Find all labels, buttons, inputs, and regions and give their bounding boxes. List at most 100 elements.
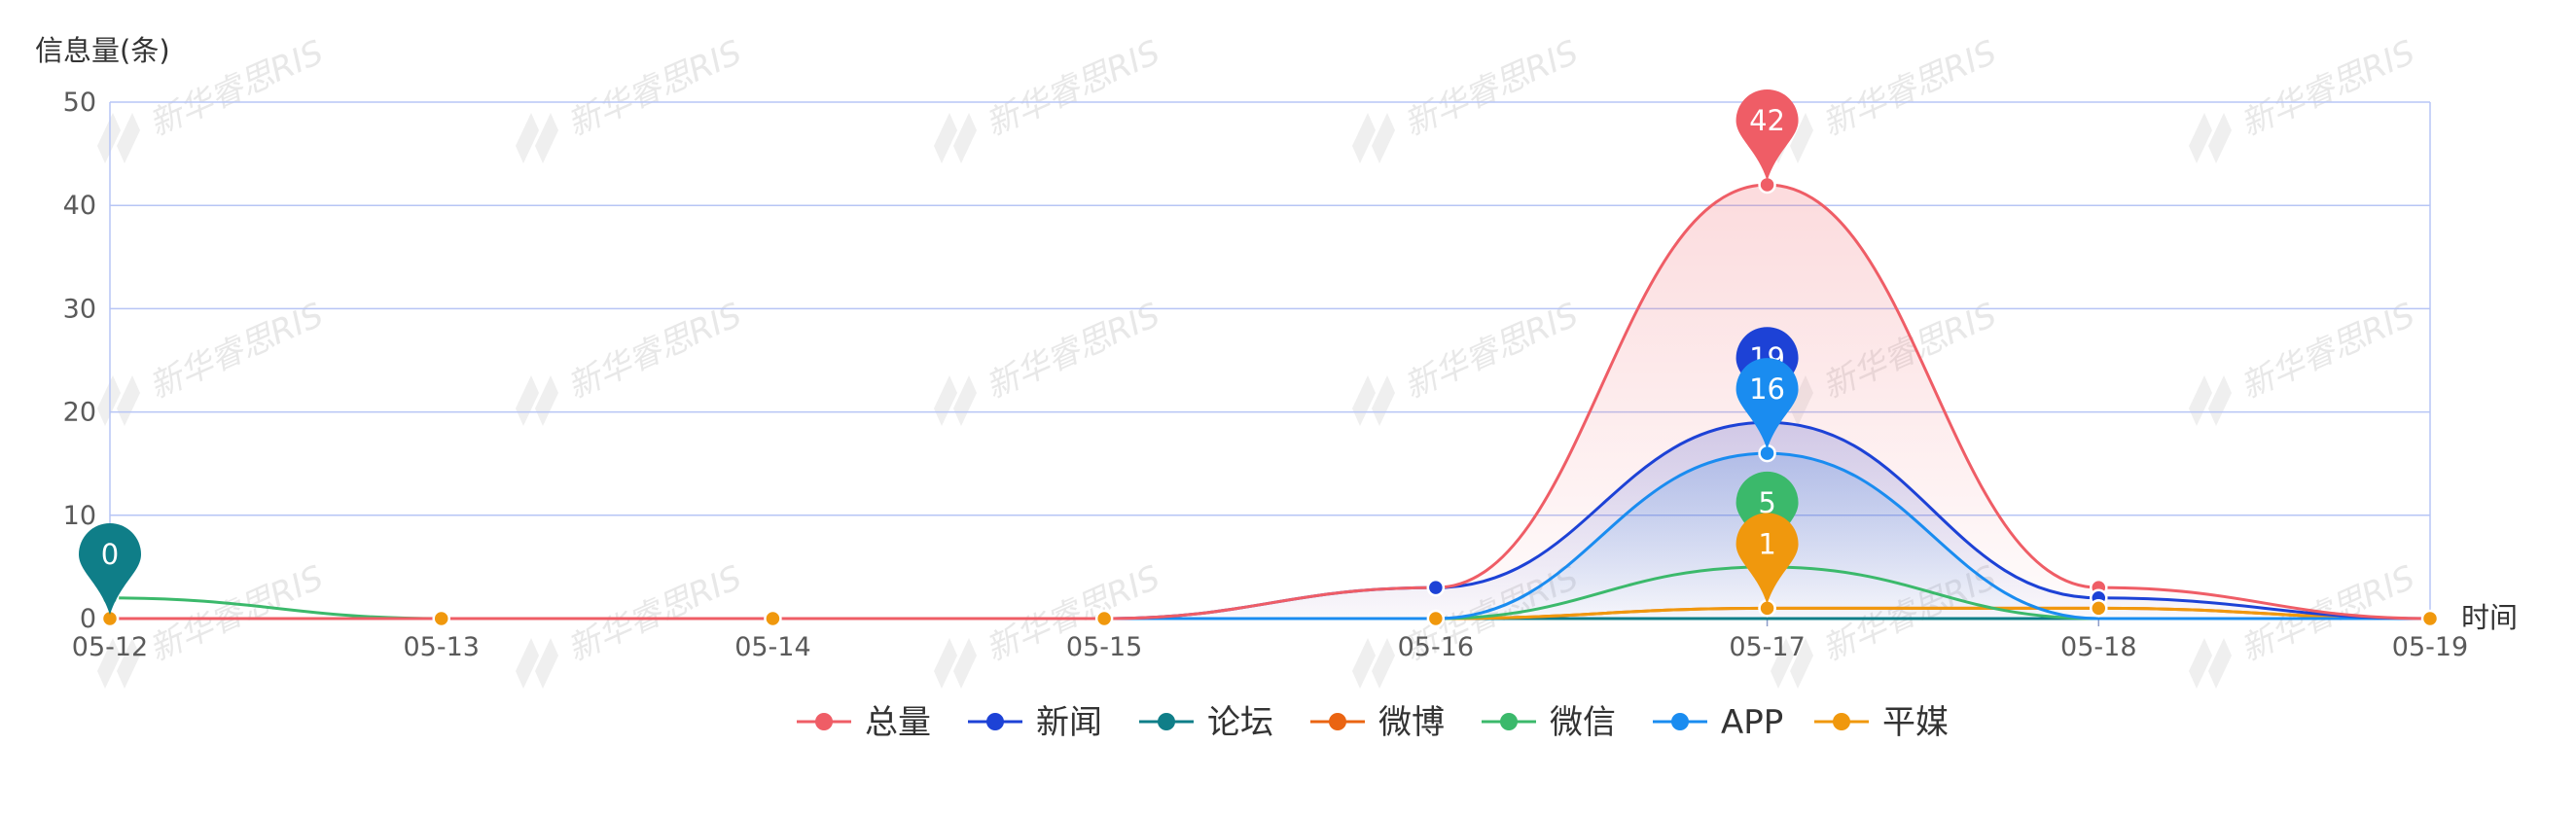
- x-tick-label: 05-17: [1729, 632, 1805, 662]
- legend-item[interactable]: 总量: [797, 703, 931, 742]
- watermark: 新华睿思RIS: [516, 33, 747, 163]
- watermark-text: 新华睿思RIS: [143, 558, 329, 669]
- max-pin-label: 1: [1758, 527, 1775, 560]
- max-pin-label: 42: [1749, 104, 1785, 137]
- area-layer: [110, 184, 2430, 619]
- x-tick-label: 05-19: [2392, 632, 2468, 662]
- max-pin: 1: [1735, 513, 1799, 605]
- data-point[interactable]: [1094, 609, 1114, 628]
- watermark: 新华睿思RIS: [2189, 33, 2420, 163]
- watermark-logo-icon: [934, 375, 977, 426]
- watermark: 新华睿思RIS: [2189, 558, 2420, 689]
- max-pin: 42: [1735, 89, 1799, 181]
- legend: 总量 新闻 论坛 微博 微信 APP 平媒: [797, 703, 1949, 742]
- legend-marker: [815, 713, 833, 730]
- legend-marker: [1158, 713, 1175, 730]
- watermark-text: 新华睿思RIS: [1398, 33, 1584, 144]
- watermark: 新华睿思RIS: [1352, 33, 1584, 163]
- data-point[interactable]: [1426, 609, 1446, 628]
- watermark: 新华睿思RIS: [516, 558, 747, 689]
- y-tick-label: 10: [63, 501, 96, 531]
- legend-label: 微信: [1550, 703, 1616, 742]
- watermark-logo-icon: [97, 638, 140, 689]
- max-pin-shape: [1735, 358, 1799, 450]
- max-pin: 0: [79, 523, 141, 615]
- data-point[interactable]: [2090, 599, 2108, 618]
- watermark-text: 新华睿思RIS: [2235, 296, 2420, 407]
- legend-item[interactable]: 平媒: [1814, 703, 1949, 742]
- watermark: 新华睿思RIS: [97, 558, 329, 689]
- watermark-text: 新华睿思RIS: [2235, 33, 2420, 144]
- point-layer: [100, 175, 2440, 628]
- y-tick-label: 20: [63, 398, 96, 428]
- watermark-text: 新华睿思RIS: [143, 296, 329, 407]
- watermark-text: 新华睿思RIS: [980, 296, 1165, 407]
- max-pin-label: 0: [101, 538, 119, 571]
- watermark: 新华睿思RIS: [97, 296, 329, 426]
- watermark-logo-icon: [516, 113, 558, 163]
- watermark-logo-icon: [1352, 113, 1395, 163]
- x-tick-label: 05-16: [1398, 632, 1474, 662]
- watermark-text: 新华睿思RIS: [561, 296, 747, 407]
- x-tick-label: 05-12: [72, 632, 148, 662]
- x-axis-title: 时间: [2461, 601, 2518, 634]
- legend-label: APP: [1721, 703, 1783, 742]
- x-tick-label: 05-13: [403, 632, 479, 662]
- data-point[interactable]: [1426, 578, 1446, 597]
- watermark-logo-icon: [934, 638, 977, 689]
- y-tick-label: 40: [63, 191, 96, 221]
- data-point[interactable]: [432, 609, 450, 628]
- max-pin-shape: [1735, 89, 1799, 181]
- legend-label: 新闻: [1036, 703, 1102, 742]
- max-pin-label: 16: [1749, 373, 1785, 406]
- watermark: 新华睿思RIS: [934, 296, 1165, 426]
- legend-marker: [1671, 713, 1689, 730]
- watermark-text: 新华睿思RIS: [1398, 296, 1584, 407]
- x-tick-label: 05-18: [2060, 632, 2136, 662]
- max-pin: 16: [1735, 358, 1799, 450]
- watermark-logo-icon: [2189, 375, 2232, 426]
- watermark: 新华睿思RIS: [516, 296, 747, 426]
- watermark-logo-icon: [2189, 113, 2232, 163]
- legend-item[interactable]: 微信: [1482, 703, 1616, 742]
- legend-marker: [1329, 713, 1346, 730]
- watermark-text: 新华睿思RIS: [143, 33, 329, 144]
- legend-label: 论坛: [1207, 703, 1273, 742]
- legend-item[interactable]: 微博: [1310, 703, 1445, 742]
- legend-item[interactable]: 论坛: [1139, 703, 1273, 742]
- y-tick-label: 0: [80, 604, 96, 634]
- watermark-logo-icon: [97, 113, 140, 163]
- max-pin-shape: [79, 523, 141, 615]
- data-point[interactable]: [2420, 609, 2440, 628]
- watermark-logo-icon: [2189, 638, 2232, 689]
- legend-marker: [986, 713, 1004, 730]
- watermark-logo-icon: [1352, 375, 1395, 426]
- legend-label: 总量: [865, 703, 931, 742]
- watermark: 新华睿思RIS: [2189, 296, 2420, 426]
- y-axis-title: 信息量(条): [35, 34, 170, 67]
- data-point[interactable]: [764, 609, 782, 628]
- x-tick-label: 05-14: [734, 632, 810, 662]
- watermark-logo-icon: [1771, 638, 1813, 689]
- pin-layer: 421905161: [79, 89, 1799, 615]
- watermark: 新华睿思RIS: [934, 33, 1165, 163]
- series-line-1: [110, 183, 2431, 621]
- legend-item[interactable]: 新闻: [968, 703, 1102, 742]
- max-pin-shape: [1735, 513, 1799, 605]
- watermark-logo-icon: [97, 375, 140, 426]
- series-area-1: [110, 184, 2430, 619]
- watermark-logo-icon: [934, 113, 977, 163]
- legend-label: 微博: [1378, 703, 1445, 742]
- watermark-logo-icon: [516, 375, 558, 426]
- max-pin-label: 5: [1758, 486, 1775, 519]
- line-layer: [109, 183, 2431, 621]
- y-tick-label: 50: [63, 88, 96, 118]
- watermark-logo-icon: [1352, 638, 1395, 689]
- y-tick-label: 30: [63, 294, 96, 324]
- watermark: 新华睿思RIS: [1352, 296, 1584, 426]
- legend-marker: [1500, 713, 1518, 730]
- watermark-text: 新华睿思RIS: [1816, 33, 2002, 144]
- watermark-logo-icon: [516, 638, 558, 689]
- legend-item[interactable]: APP: [1653, 703, 1783, 742]
